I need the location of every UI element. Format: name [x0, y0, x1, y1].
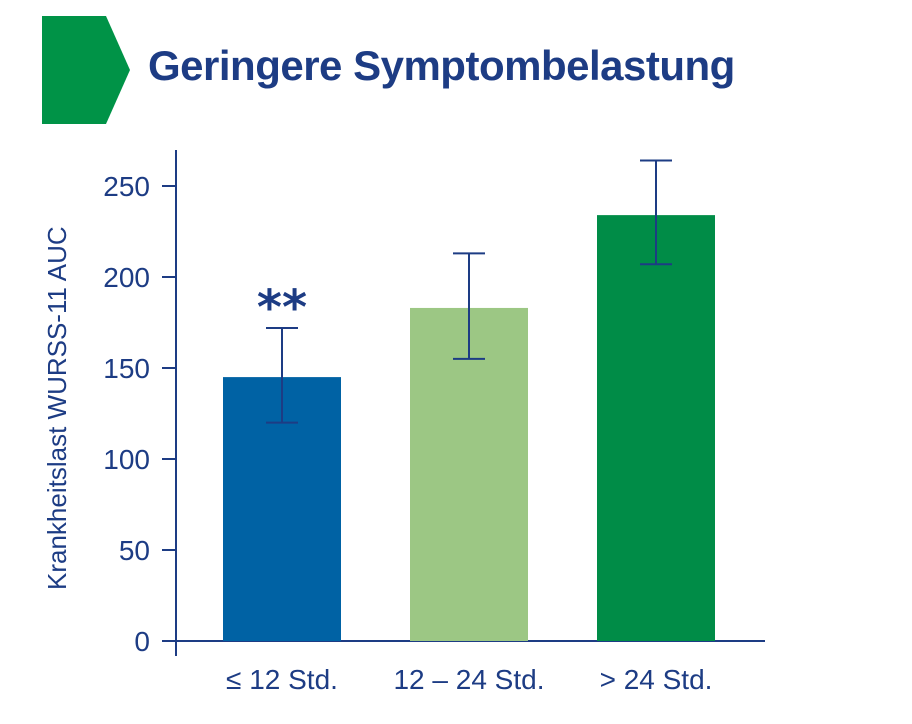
bar: [597, 215, 715, 641]
x-tick-label: > 24 Std.: [600, 664, 713, 695]
y-tick-label: 50: [119, 535, 150, 566]
x-tick-label: 12 – 24 Std.: [393, 664, 544, 695]
significance-marker: **: [257, 280, 307, 336]
x-tick-label: ≤ 12 Std.: [226, 664, 338, 695]
y-tick-label: 100: [103, 444, 150, 475]
bars: [223, 159, 715, 641]
chart-title: Geringere Symptombelastung: [148, 42, 735, 89]
title-arrow-icon: [42, 16, 130, 124]
y-axis-title: Krankheitslast WURSS-11 AUC: [42, 226, 72, 590]
bar: [410, 307, 528, 641]
y-tick-label: 250: [103, 171, 150, 202]
y-tick-label: 150: [103, 353, 150, 384]
y-tick-label: 0: [134, 626, 150, 657]
labels: 0 50 100 150 200 250 Krankheitslast WURSS-11 A…: [42, 171, 712, 695]
y-tick-label: 200: [103, 262, 150, 293]
